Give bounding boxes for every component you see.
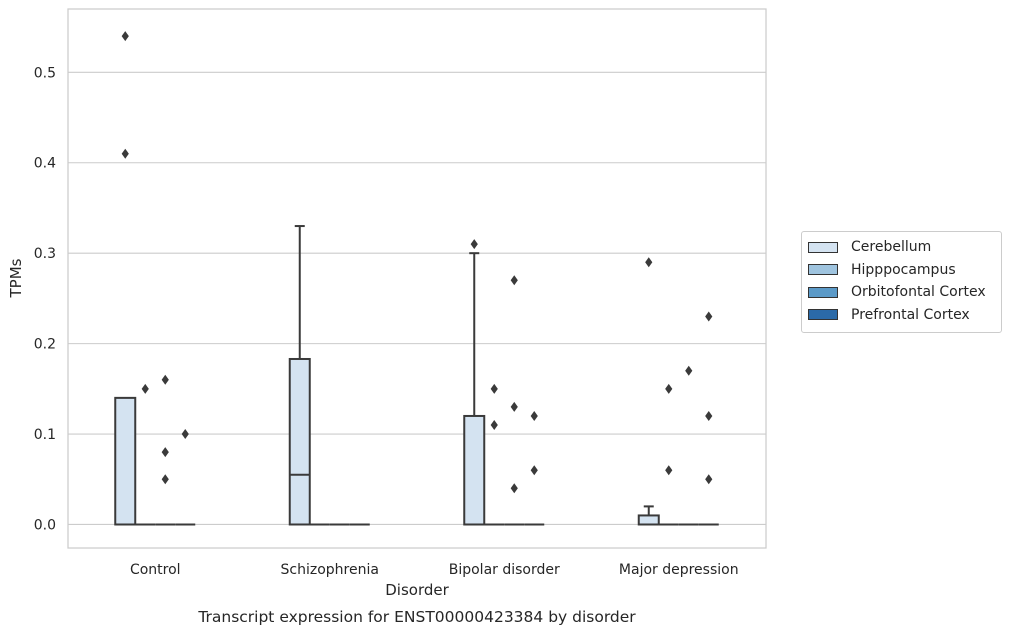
box-hipppocampus bbox=[658, 383, 679, 526]
legend-swatch bbox=[808, 309, 838, 321]
outlier-point bbox=[705, 410, 713, 421]
outlier-point bbox=[705, 474, 713, 485]
box-cerebellum bbox=[288, 225, 311, 526]
box-marks bbox=[114, 31, 719, 526]
legend-label: Orbitofontal Cortex bbox=[851, 284, 986, 301]
legend-label: Prefrontal Cortex bbox=[851, 306, 970, 323]
outlier-point bbox=[665, 383, 673, 394]
box bbox=[114, 396, 137, 526]
box-hipppocampus bbox=[484, 383, 505, 526]
y-axis-ticks: 0.0 0.1 0.2 0.3 0.4 0.5 bbox=[34, 65, 56, 533]
box-prefrontal-cortex bbox=[524, 410, 545, 526]
legend-swatch bbox=[808, 286, 838, 298]
legend-item: Cerebellum bbox=[802, 236, 1001, 259]
y-tick-label: 0.0 bbox=[34, 517, 56, 533]
x-axis-ticks: Control Schizophrenia Bipolar disorder Majo… bbox=[130, 562, 739, 578]
legend-swatch bbox=[808, 264, 838, 276]
legend-item: Prefrontal Cortex bbox=[802, 304, 1001, 327]
outlier-point bbox=[121, 31, 129, 42]
outlier-point bbox=[705, 311, 713, 322]
outlier-point bbox=[530, 410, 538, 421]
outlier-point bbox=[181, 429, 189, 440]
box-cerebellum bbox=[463, 239, 486, 526]
box-prefrontal-cortex bbox=[698, 311, 719, 526]
chart-title: Transcript expression for ENST0000042338… bbox=[197, 608, 636, 626]
outlier-point bbox=[665, 465, 673, 476]
legend-item: Orbitofontal Cortex bbox=[802, 281, 1001, 304]
y-tick-label: 0.5 bbox=[34, 65, 56, 81]
outlier-point bbox=[510, 275, 518, 286]
x-tick-label: Control bbox=[130, 562, 181, 578]
y-tick-label: 0.1 bbox=[34, 427, 56, 443]
y-axis-label: TPMs bbox=[7, 258, 25, 298]
outlier-point bbox=[510, 483, 518, 494]
box-orbitofontal-cortex bbox=[155, 374, 176, 526]
x-tick-label: Major depression bbox=[619, 562, 739, 578]
outlier-point bbox=[645, 257, 653, 268]
gridlines bbox=[68, 71, 766, 526]
x-tick-label: Bipolar disorder bbox=[449, 562, 560, 578]
x-tick-label: Schizophrenia bbox=[281, 562, 379, 578]
x-axis-label: Disorder bbox=[385, 581, 449, 599]
box-prefrontal-cortex bbox=[175, 429, 196, 526]
outlier-point bbox=[490, 420, 498, 431]
box-cerebellum bbox=[114, 31, 137, 526]
box bbox=[463, 414, 486, 526]
legend-item: Hipppocampus bbox=[802, 259, 1001, 282]
outlier-point bbox=[490, 383, 498, 394]
outlier-point bbox=[161, 374, 169, 385]
legend: Cerebellum Hipppocampus Orbitofontal Corte… bbox=[801, 231, 1002, 333]
outlier-point bbox=[470, 239, 478, 250]
box-orbitofontal-cortex bbox=[678, 365, 699, 526]
outlier-point bbox=[685, 365, 693, 376]
box bbox=[637, 514, 660, 526]
box-cerebellum bbox=[637, 257, 660, 526]
y-tick-label: 0.4 bbox=[34, 156, 56, 172]
outlier-point bbox=[141, 383, 149, 394]
box bbox=[288, 357, 311, 526]
outlier-point bbox=[161, 474, 169, 485]
y-tick-label: 0.2 bbox=[34, 337, 56, 353]
box-hipppocampus bbox=[135, 383, 156, 526]
outlier-point bbox=[121, 148, 129, 159]
legend-label: Cerebellum bbox=[851, 239, 932, 256]
legend-swatch bbox=[808, 241, 838, 253]
plot-area-frame bbox=[67, 8, 767, 549]
legend-label: Hipppocampus bbox=[851, 261, 956, 278]
outlier-point bbox=[510, 401, 518, 412]
outlier-point bbox=[530, 465, 538, 476]
box-orbitofontal-cortex bbox=[504, 275, 525, 526]
y-tick-label: 0.3 bbox=[34, 246, 56, 262]
outlier-point bbox=[161, 447, 169, 458]
